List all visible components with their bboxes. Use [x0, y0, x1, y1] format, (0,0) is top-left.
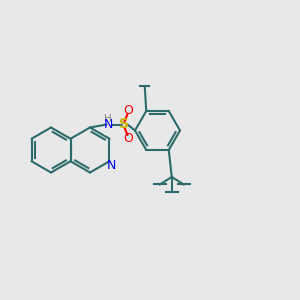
- Text: O: O: [123, 132, 133, 146]
- Text: S: S: [119, 118, 130, 131]
- Text: N: N: [103, 118, 113, 131]
- Text: N: N: [106, 159, 116, 172]
- Text: H: H: [104, 114, 112, 124]
- Text: O: O: [123, 103, 133, 117]
